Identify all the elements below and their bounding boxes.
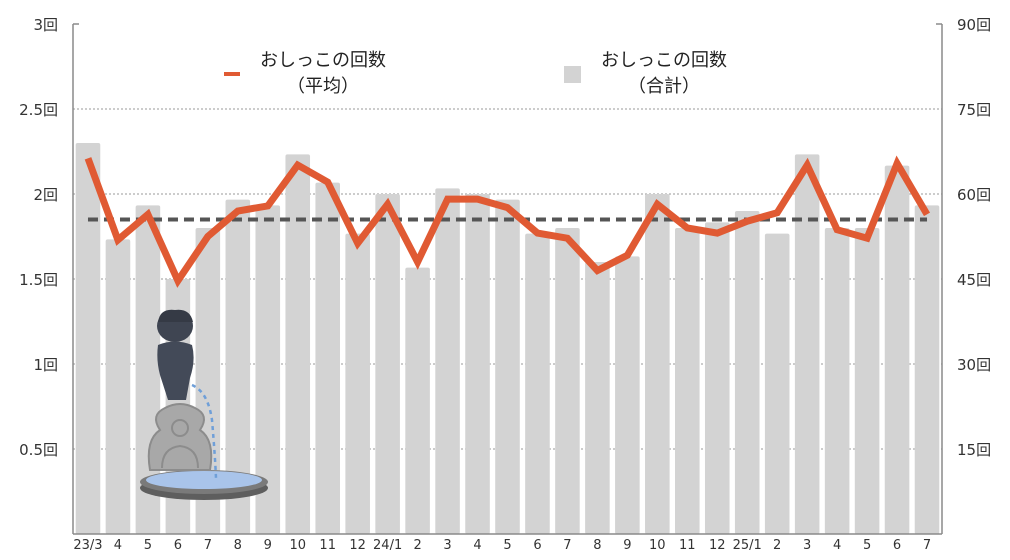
x-axis-tick-label: 7 <box>563 538 572 553</box>
x-axis-tick-label: 10 <box>289 538 307 553</box>
bar <box>405 267 430 534</box>
x-axis-tick-label: 24/1 <box>373 538 403 553</box>
bar <box>764 233 790 534</box>
bar <box>555 228 580 534</box>
right-axis-tick-label: 90回 <box>957 16 992 34</box>
legend-bar-swatch <box>564 66 581 83</box>
x-axis-tick-label: 5 <box>143 538 153 553</box>
bar <box>225 199 251 534</box>
bar <box>884 165 910 534</box>
x-axis-tick-label: 5 <box>862 538 872 553</box>
bar <box>105 239 131 535</box>
x-axis-tick-label: 5 <box>503 538 512 553</box>
legend-average-sublabel: （平均） <box>287 76 359 97</box>
x-axis-tick-label: 2 <box>413 538 422 553</box>
bar <box>794 154 820 535</box>
x-axis-tick-label: 12 <box>708 538 726 553</box>
x-axis-tick-label: 9 <box>623 538 632 553</box>
x-axis-tick-label: 6 <box>892 538 902 553</box>
bar <box>465 194 490 534</box>
x-axis-tick-label: 4 <box>113 538 123 553</box>
left-axis-tick-label: 1.5回 <box>19 271 58 289</box>
bar <box>255 205 281 535</box>
bar <box>285 154 311 535</box>
x-axis-tick-label: 11 <box>679 538 696 553</box>
legend-item-total: おしっこの回数 （合計） <box>589 48 739 100</box>
x-axis-tick-label: 2 <box>773 538 782 553</box>
bar <box>914 205 940 535</box>
x-axis-tick-label: 4 <box>832 538 842 553</box>
right-axis-tick-label: 15回 <box>957 441 992 459</box>
right-axis-tick-label: 60回 <box>957 186 992 204</box>
x-axis-tick-label: 8 <box>233 538 242 553</box>
left-axis-tick-label: 3回 <box>33 16 58 34</box>
left-axis-tick-label: 0.5回 <box>19 441 58 459</box>
x-axis-tick-label: 23/3 <box>73 538 103 553</box>
x-axis-tick-label: 9 <box>263 538 272 553</box>
x-axis-tick-label: 8 <box>593 538 602 553</box>
average-line <box>84 155 931 288</box>
legend-total-label: おしっこの回数 <box>601 50 727 71</box>
bar <box>824 228 850 534</box>
bar <box>75 143 101 534</box>
bar <box>854 228 880 534</box>
x-axis-tick-label: 12 <box>349 538 366 553</box>
legend-line-swatch <box>224 72 240 76</box>
x-axis-tick-label: 7 <box>203 538 212 553</box>
x-axis-tick-label: 6 <box>533 538 542 553</box>
bar <box>585 262 610 534</box>
bar <box>734 211 760 534</box>
left-axis-tick-label: 2.5回 <box>19 101 58 119</box>
x-axis-tick-label: 3 <box>803 538 812 553</box>
bar <box>525 233 550 534</box>
x-axis-tick-label: 3 <box>443 538 452 553</box>
left-axis-tick-label: 1回 <box>33 356 58 374</box>
x-axis-tick-label: 4 <box>473 538 482 553</box>
legend-average-label: おしっこの回数 <box>260 50 386 71</box>
line-series-average <box>84 155 931 288</box>
right-axis-tick-label: 30回 <box>957 356 992 374</box>
manneken-pis-illustration <box>140 309 268 500</box>
bar <box>704 222 730 535</box>
x-axis-tick-label: 11 <box>319 538 336 553</box>
x-axis-tick-label: 10 <box>649 538 666 553</box>
bar <box>495 199 520 534</box>
bar <box>435 188 460 535</box>
x-axis-tick-label: 6 <box>173 538 183 553</box>
bar <box>315 182 340 534</box>
legend-total-sublabel: （合計） <box>628 76 700 97</box>
left-axis-tick-label: 2回 <box>33 186 58 204</box>
axes-frame <box>72 23 943 535</box>
bar <box>375 194 400 534</box>
right-axis-tick-label: 75回 <box>957 101 992 119</box>
bar <box>645 194 670 534</box>
bar <box>675 228 700 534</box>
bar <box>615 256 640 534</box>
x-axis-tick-label: 25/1 <box>732 538 762 553</box>
x-axis-tick-label: 7 <box>922 538 932 553</box>
bar <box>345 233 370 534</box>
legend-item-average: おしっこの回数 （平均） <box>248 48 398 100</box>
right-axis-tick-label: 45回 <box>957 271 992 289</box>
